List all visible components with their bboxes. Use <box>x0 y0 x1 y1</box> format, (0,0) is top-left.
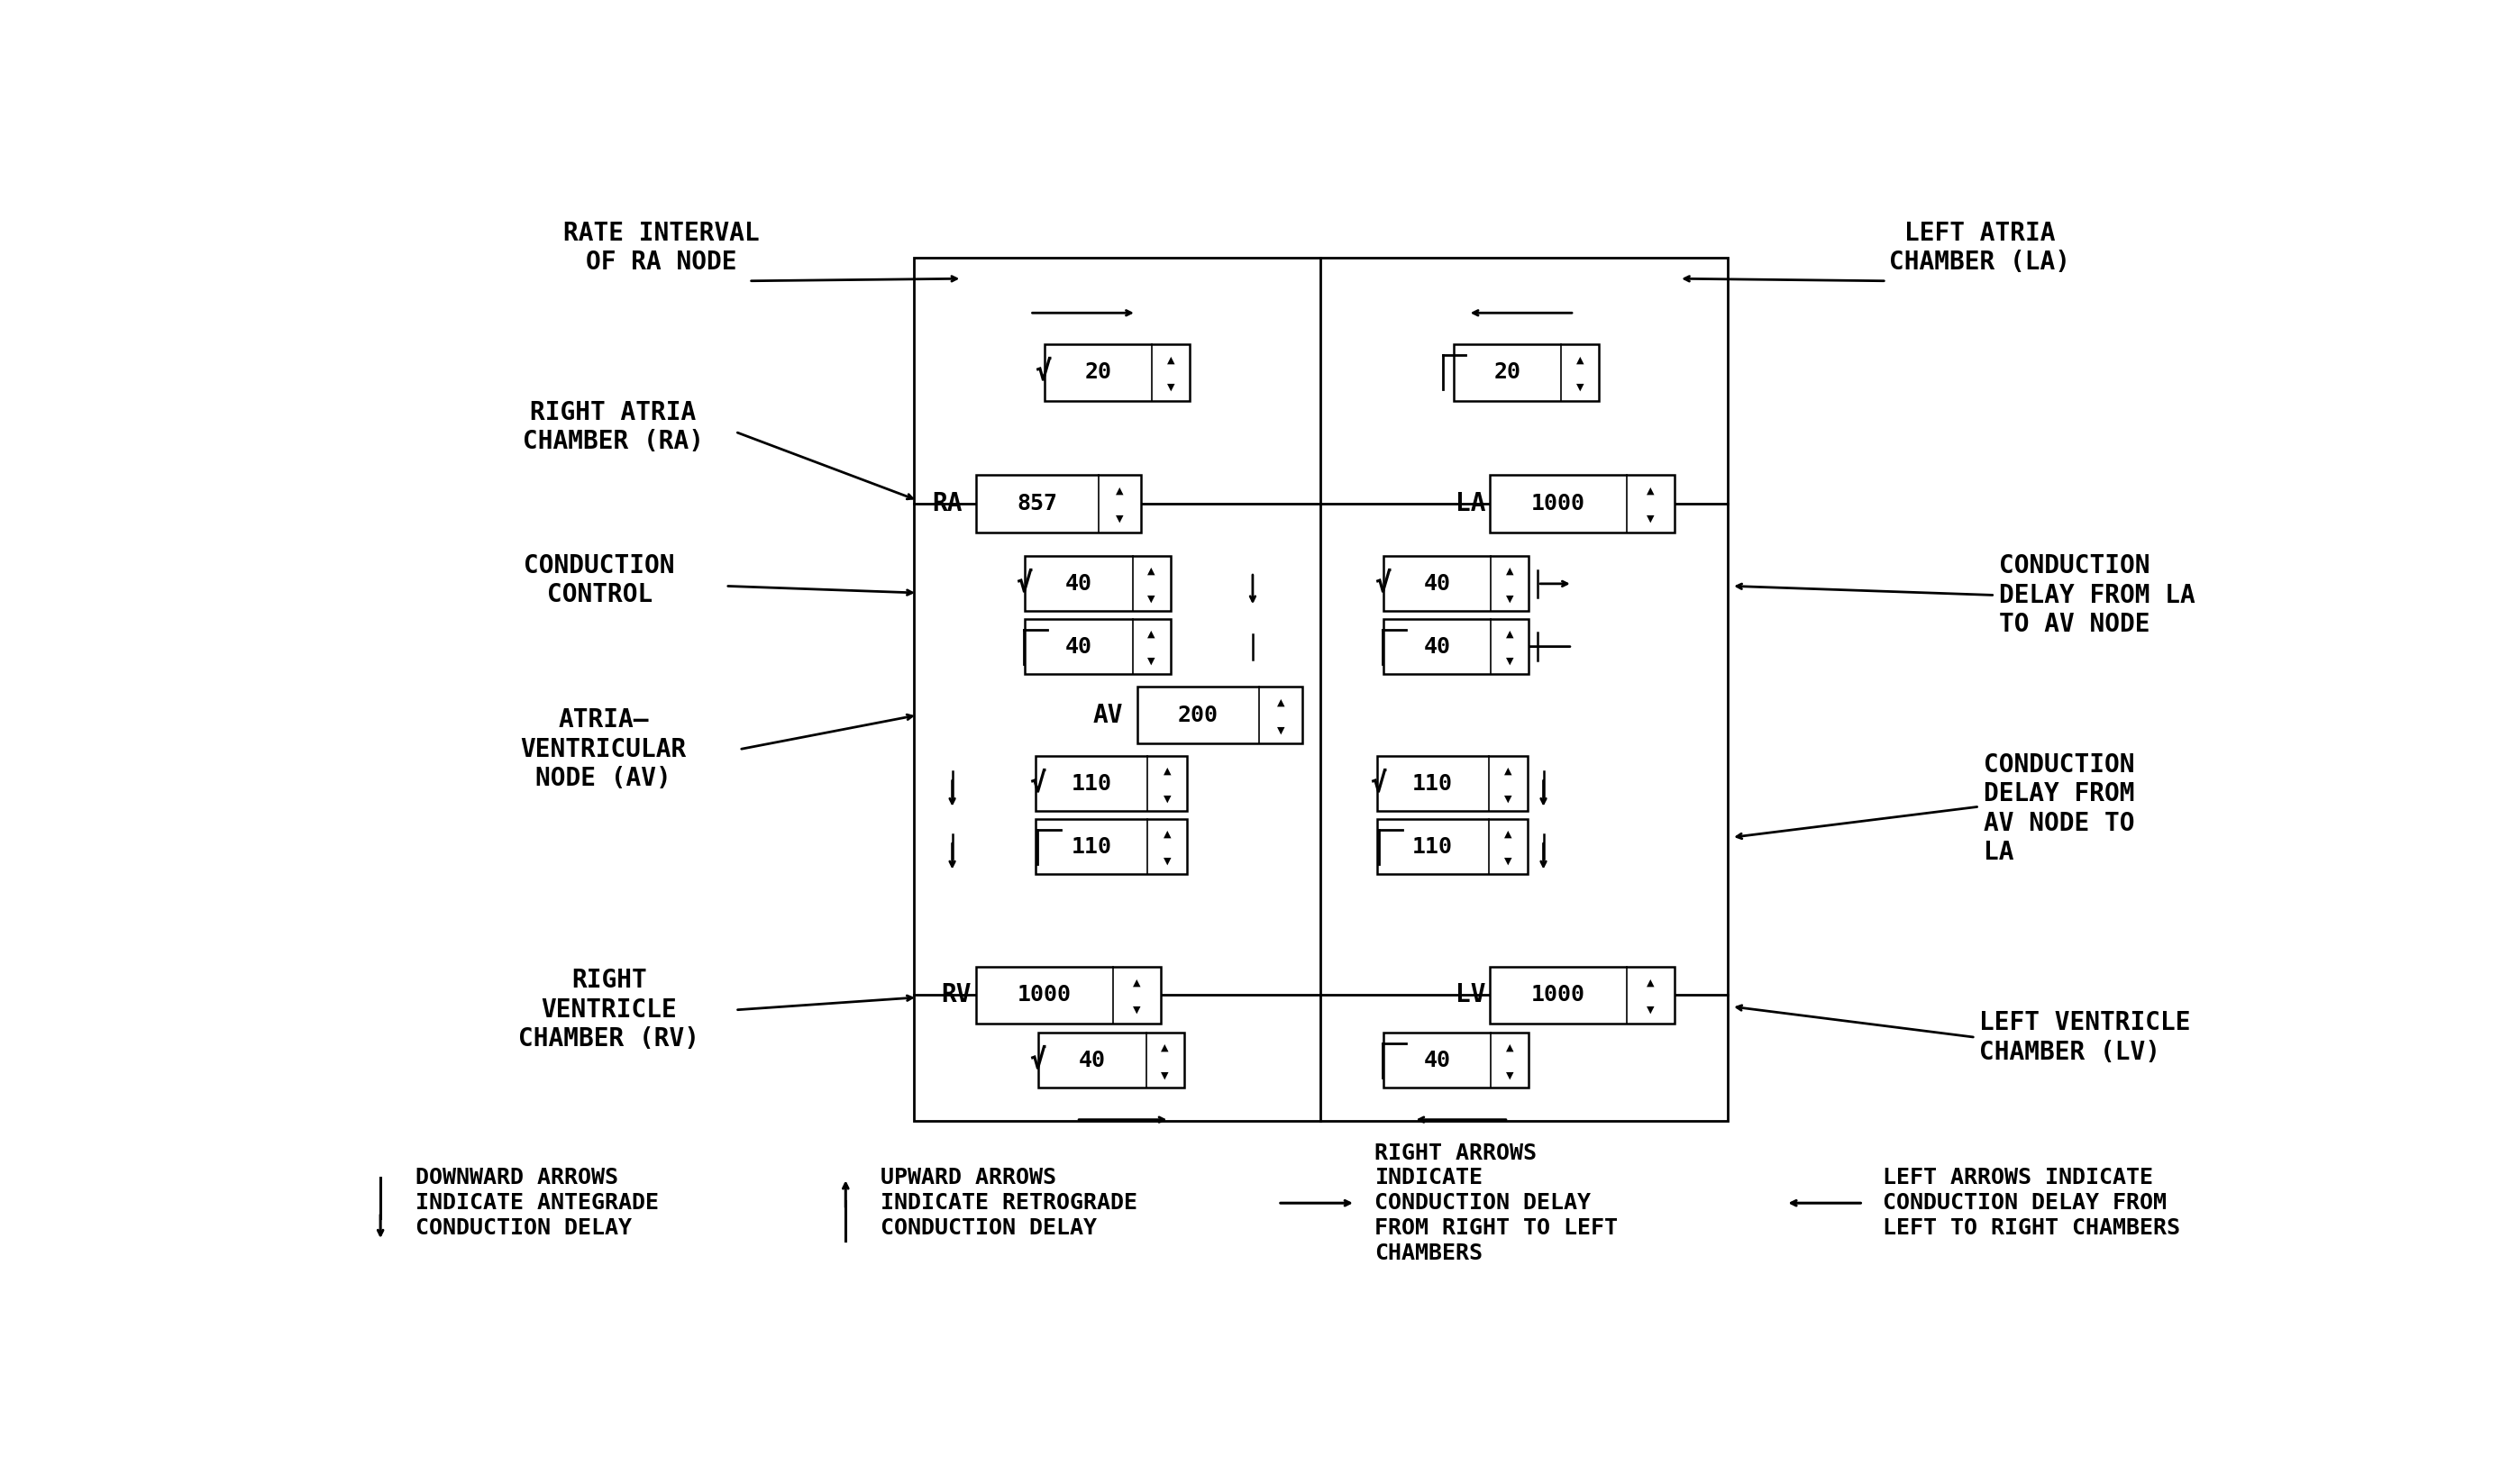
Text: RIGHT
VENTRICLE
CHAMBER (RV): RIGHT VENTRICLE CHAMBER (RV) <box>518 968 700 1052</box>
Text: ▼: ▼ <box>1168 383 1175 392</box>
Text: ▼: ▼ <box>1148 594 1155 603</box>
Text: 40: 40 <box>1423 573 1451 595</box>
Bar <box>1035 819 1188 874</box>
Bar <box>1376 819 1528 874</box>
Text: 1000: 1000 <box>1018 984 1070 1006</box>
Text: ▼: ▼ <box>1163 856 1170 865</box>
Text: ▲: ▲ <box>1160 1043 1168 1052</box>
Text: CONDUCTION
CONTROL: CONDUCTION CONTROL <box>525 554 675 607</box>
Text: 40: 40 <box>1423 1049 1451 1071</box>
Text: ▼: ▼ <box>1506 1070 1513 1079</box>
Text: √: √ <box>1035 359 1050 386</box>
Text: RIGHT ATRIA
CHAMBER (RA): RIGHT ATRIA CHAMBER (RA) <box>523 401 703 454</box>
Text: ▲: ▲ <box>1506 830 1513 838</box>
Text: ▼: ▼ <box>1148 657 1155 666</box>
Text: UPWARD ARROWS
INDICATE RETROGRADE
CONDUCTION DELAY: UPWARD ARROWS INDICATE RETROGRADE CONDUC… <box>880 1168 1138 1239</box>
Text: LEFT VENTRICLE
CHAMBER (LV): LEFT VENTRICLE CHAMBER (LV) <box>1981 1011 2191 1064</box>
Text: ▼: ▼ <box>1506 794 1513 803</box>
Text: 1000: 1000 <box>1531 493 1586 515</box>
Text: AV: AV <box>1093 702 1123 727</box>
Text: CONDUCTION
DELAY FROM
AV NODE TO
LA: CONDUCTION DELAY FROM AV NODE TO LA <box>1983 752 2133 865</box>
Text: ATRIA–
VENTRICULAR
NODE (AV): ATRIA– VENTRICULAR NODE (AV) <box>520 708 685 791</box>
Text: 110: 110 <box>1413 835 1453 858</box>
Bar <box>975 475 1140 533</box>
Bar <box>1025 619 1170 674</box>
Bar <box>1035 757 1188 812</box>
Text: 110: 110 <box>1070 835 1113 858</box>
Bar <box>1045 344 1190 401</box>
Bar <box>1491 475 1673 533</box>
Text: √: √ <box>1015 571 1033 597</box>
Bar <box>1491 966 1673 1024</box>
Text: ▼: ▼ <box>1278 726 1286 735</box>
Text: √: √ <box>1030 770 1045 797</box>
Text: RIGHT ARROWS
INDICATE
CONDUCTION DELAY
FROM RIGHT TO LEFT
CHAMBERS: RIGHT ARROWS INDICATE CONDUCTION DELAY F… <box>1376 1143 1618 1264</box>
Text: CONDUCTION
DELAY FROM LA
TO AV NODE: CONDUCTION DELAY FROM LA TO AV NODE <box>1998 554 2196 637</box>
Text: LEFT ARROWS INDICATE
CONDUCTION DELAY FROM
LEFT TO RIGHT CHAMBERS: LEFT ARROWS INDICATE CONDUCTION DELAY FR… <box>1883 1168 2181 1239</box>
Text: ▼: ▼ <box>1506 657 1513 666</box>
Text: 200: 200 <box>1178 705 1218 726</box>
Text: ▲: ▲ <box>1506 629 1513 638</box>
Text: ▼: ▼ <box>1133 1006 1140 1015</box>
Text: ▲: ▲ <box>1163 767 1170 776</box>
Text: DOWNWARD ARROWS
INDICATE ANTEGRADE
CONDUCTION DELAY: DOWNWARD ARROWS INDICATE ANTEGRADE CONDU… <box>415 1168 658 1239</box>
Bar <box>913 258 1728 1120</box>
Text: ▲: ▲ <box>1506 767 1513 776</box>
Text: ▲: ▲ <box>1506 1043 1513 1052</box>
Text: ▲: ▲ <box>1168 355 1175 364</box>
Text: ▲: ▲ <box>1278 697 1286 706</box>
Text: ▲: ▲ <box>1148 567 1155 576</box>
Text: √: √ <box>1373 571 1391 597</box>
Text: RATE INTERVAL
OF RA NODE: RATE INTERVAL OF RA NODE <box>563 221 760 275</box>
Text: √: √ <box>1030 1048 1045 1073</box>
Text: 20: 20 <box>1085 362 1110 383</box>
Text: ▲: ▲ <box>1576 355 1583 364</box>
Text: ▼: ▼ <box>1115 513 1123 522</box>
Text: ▼: ▼ <box>1163 794 1170 803</box>
Text: ▲: ▲ <box>1115 487 1123 496</box>
Text: ▼: ▼ <box>1160 1070 1168 1079</box>
Bar <box>1383 619 1528 674</box>
Text: ▲: ▲ <box>1148 629 1155 638</box>
Text: ▼: ▼ <box>1646 1006 1653 1015</box>
Text: ▼: ▼ <box>1576 383 1583 392</box>
Bar <box>1383 556 1528 611</box>
Text: 40: 40 <box>1078 1049 1105 1071</box>
Text: 40: 40 <box>1065 573 1093 595</box>
Text: 857: 857 <box>1018 493 1058 515</box>
Text: LEFT ATRIA
CHAMBER (LA): LEFT ATRIA CHAMBER (LA) <box>1888 221 2071 275</box>
Bar <box>1038 1033 1183 1088</box>
Text: ▼: ▼ <box>1506 856 1513 865</box>
Text: 1000: 1000 <box>1531 984 1586 1006</box>
Bar <box>1025 556 1170 611</box>
Text: LV: LV <box>1456 982 1486 1008</box>
Bar <box>1376 757 1528 812</box>
Text: 20: 20 <box>1493 362 1521 383</box>
Text: ▲: ▲ <box>1133 978 1140 987</box>
Text: ▼: ▼ <box>1506 594 1513 603</box>
Text: 40: 40 <box>1423 635 1451 657</box>
Text: ▲: ▲ <box>1646 487 1653 496</box>
Text: ▲: ▲ <box>1646 978 1653 987</box>
Text: 110: 110 <box>1070 773 1113 794</box>
Text: 40: 40 <box>1065 635 1093 657</box>
Bar <box>1383 1033 1528 1088</box>
Bar <box>975 966 1160 1024</box>
Text: ▲: ▲ <box>1506 567 1513 576</box>
Text: ▼: ▼ <box>1646 513 1653 522</box>
Text: RA: RA <box>933 491 963 516</box>
Bar <box>1453 344 1598 401</box>
Text: LA: LA <box>1456 491 1486 516</box>
Text: RV: RV <box>940 982 970 1008</box>
Text: 110: 110 <box>1413 773 1453 794</box>
Text: ▲: ▲ <box>1163 830 1170 838</box>
Text: √: √ <box>1371 770 1388 797</box>
Bar <box>1138 687 1303 743</box>
